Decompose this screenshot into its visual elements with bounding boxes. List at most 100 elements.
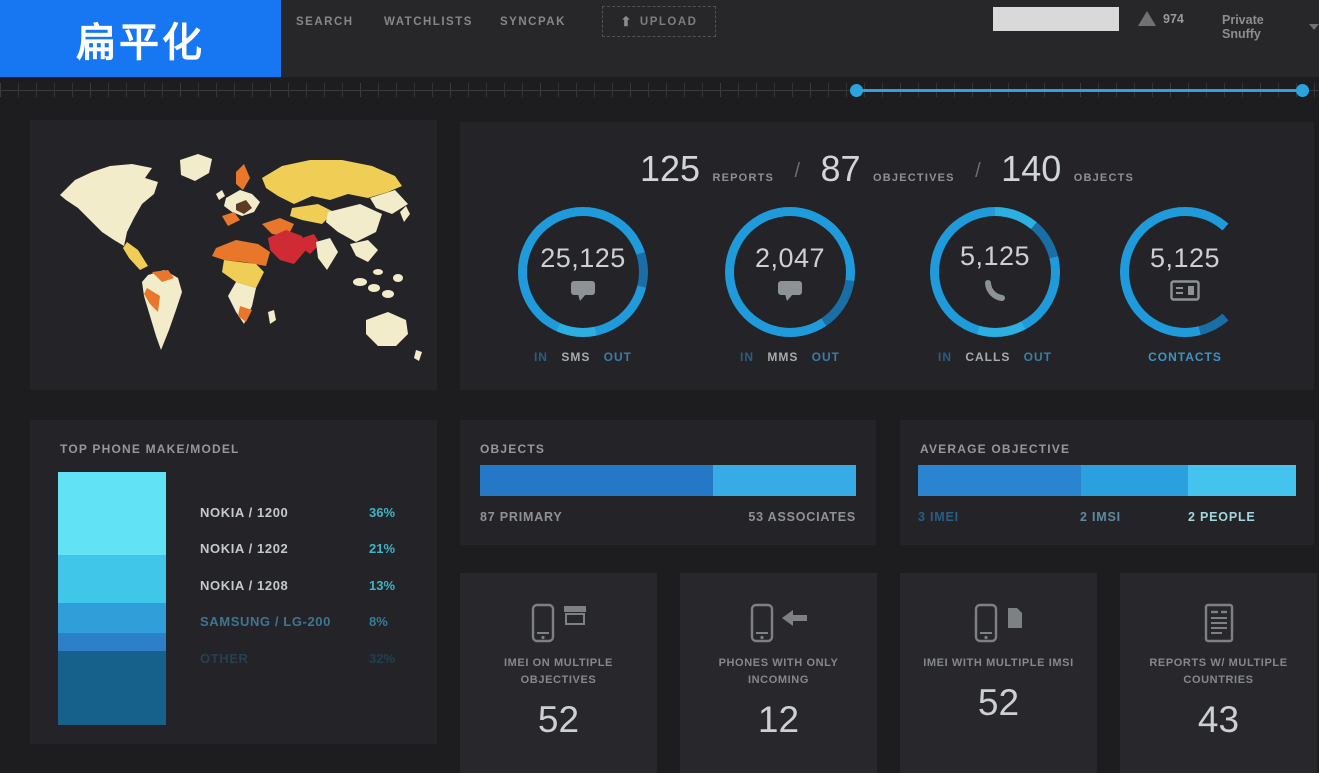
sms-label: SMS <box>561 350 591 364</box>
sms-gauge-labels: IN SMS OUT <box>518 350 648 364</box>
calls-gauge-labels: IN CALLS OUT <box>930 350 1060 364</box>
flat-design-badge: 扁平化 <box>0 0 281 77</box>
nav-item-search[interactable]: SEARCH <box>296 16 354 28</box>
primary-caption: 87 PRIMARY <box>480 510 563 524</box>
user-name: Private Snuffy <box>1222 13 1264 41</box>
communications-stats-panel: 125 REPORTS / 87 OBJECTIVES / 140 OBJECT… <box>460 122 1314 390</box>
card-value: 12 <box>757 699 800 741</box>
calls-label: CALLS <box>965 350 1011 364</box>
in-label: IN <box>937 350 952 364</box>
world-map <box>60 154 422 361</box>
nav-item-watchlists[interactable]: WATCHLISTS <box>384 16 473 28</box>
speech-bubble-icon <box>778 280 802 301</box>
legend-row: SAMSUNG / LG-200 8% <box>200 604 415 641</box>
reports-label: REPORTS <box>712 172 775 184</box>
legend-percent: 8% <box>369 614 388 630</box>
mms-count: 2,047 <box>754 242 826 273</box>
timeline-slider[interactable] <box>0 83 1319 97</box>
card-phones-only-incoming[interactable]: PHONES WITH ONLY INCOMING 12 <box>680 573 877 773</box>
bar-segment <box>1080 465 1189 496</box>
phone-plus-sim-icon <box>900 599 1097 647</box>
card-value: 52 <box>977 682 1020 724</box>
imsi-caption: 2 IMSI <box>1080 510 1121 524</box>
objects-label: OBJECTS <box>1073 172 1135 184</box>
contacts-gauge: 5,125 <box>1120 207 1250 337</box>
out-label: OUT <box>811 350 841 364</box>
legend-row: OTHER 32% <box>200 640 415 677</box>
bar-segment <box>58 472 166 555</box>
card-label: PHONES WITH ONLY INCOMING <box>680 655 877 689</box>
imei-caption: 3 IMEI <box>918 510 959 524</box>
card-label: REPORTS W/ MULTIPLE COUNTRIES <box>1120 655 1317 689</box>
card-imei-multiple-imsi[interactable]: IMEI WITH MULTIPLE IMSI 52 <box>900 573 1097 773</box>
card-imei-multiple-objectives[interactable]: IMEI ON MULTIPLE OBJECTIVES 52 <box>460 573 657 773</box>
bar-segment <box>918 465 1081 496</box>
objects-bar <box>480 465 856 496</box>
in-label: IN <box>739 350 754 364</box>
separator: / <box>794 160 801 182</box>
upload-arrow-icon: ⬆ <box>620 13 633 29</box>
separator: / <box>975 160 981 182</box>
legend-row: NOKIA / 1200 36% <box>200 494 415 531</box>
phone-make-legend: NOKIA / 1200 36% NOKIA / 1202 21% NOKIA … <box>200 494 415 677</box>
bar-segment <box>58 651 166 725</box>
card-value: 43 <box>1197 699 1240 741</box>
in-label: IN <box>533 350 548 364</box>
card-label-line2: OBJECTIVES <box>520 674 597 687</box>
alerts-count: 974 <box>1163 11 1184 26</box>
card-label: IMEI WITH MULTIPLE IMSI <box>900 655 1097 672</box>
timeline-handle-right[interactable] <box>1296 83 1309 97</box>
bar-segment <box>480 465 714 496</box>
out-label: OUT <box>603 350 633 364</box>
card-label-line1: REPORTS W/ MULTIPLE <box>1149 657 1288 669</box>
user-menu[interactable]: Private Snuffy <box>1222 13 1319 41</box>
search-input[interactable] <box>993 7 1160 31</box>
reports-count: 125 <box>639 148 701 189</box>
contacts-count: 5,125 <box>1149 243 1221 273</box>
nav-item-syncpak[interactable]: SYNCPAK <box>500 16 566 28</box>
upload-button[interactable]: ⬆ UPLOAD <box>602 6 716 37</box>
contacts-gauge-labels: CONTACTS <box>1120 350 1250 364</box>
contact-card-icon <box>1170 280 1200 301</box>
card-value: 52 <box>537 699 580 741</box>
average-objective-title: AVERAGE OBJECTIVE <box>920 442 1071 456</box>
legend-percent: 32% <box>369 650 396 666</box>
timeline-handle-left[interactable] <box>850 83 863 97</box>
calls-count: 5,125 <box>959 240 1031 271</box>
search-box[interactable] <box>993 7 1160 31</box>
legend-row: NOKIA / 1208 13% <box>200 567 415 604</box>
card-label-line2: COUNTRIES <box>1183 674 1254 687</box>
average-objective-bar <box>918 465 1297 496</box>
objects-panel-title: OBJECTS <box>480 442 546 456</box>
legend-percent: 36% <box>369 504 396 520</box>
legend-percent: 13% <box>369 577 396 593</box>
phone-plus-box-icon <box>460 599 657 647</box>
objectives-count: 87 <box>820 148 861 189</box>
bar-segment <box>58 554 166 604</box>
phone-handset-icon <box>985 279 1005 301</box>
timeline-selected-range[interactable] <box>850 83 1309 97</box>
upload-button-label: UPLOAD <box>639 15 698 28</box>
card-label-line1: IMEI ON MULTIPLE <box>503 657 613 669</box>
top-phone-panel-title: TOP PHONE MAKE/MODEL <box>60 442 240 456</box>
card-reports-multiple-countries[interactable]: REPORTS W/ MULTIPLE COUNTRIES 43 <box>1120 573 1317 773</box>
contacts-label: CONTACTS <box>1148 350 1222 364</box>
top-phone-panel: TOP PHONE MAKE/MODEL NOKIA / 1200 36% NO… <box>30 420 437 744</box>
associates-caption: 53 ASSOCIATES <box>748 510 856 524</box>
bar-segment <box>58 633 166 652</box>
calls-gauge: 5,125 <box>930 207 1060 337</box>
report-document-icon <box>1120 599 1317 647</box>
bar-segment <box>1188 465 1297 496</box>
legend-label: NOKIA / 1208 <box>200 577 289 593</box>
card-label-line1: IMEI WITH MULTIPLE IMSI <box>923 657 1074 669</box>
alerts-indicator[interactable]: 974 <box>1138 11 1184 26</box>
stats-header: 125 REPORTS / 87 OBJECTIVES / 140 OBJECT… <box>460 148 1314 190</box>
chevron-down-icon <box>1309 24 1319 30</box>
legend-label: NOKIA / 1202 <box>200 541 289 557</box>
out-label: OUT <box>1023 350 1053 364</box>
sms-count: 25,125 <box>540 242 626 273</box>
legend-percent: 21% <box>369 541 396 557</box>
legend-label: NOKIA / 1200 <box>200 504 289 520</box>
world-map-panel <box>30 120 437 390</box>
mms-label: MMS <box>767 350 799 364</box>
